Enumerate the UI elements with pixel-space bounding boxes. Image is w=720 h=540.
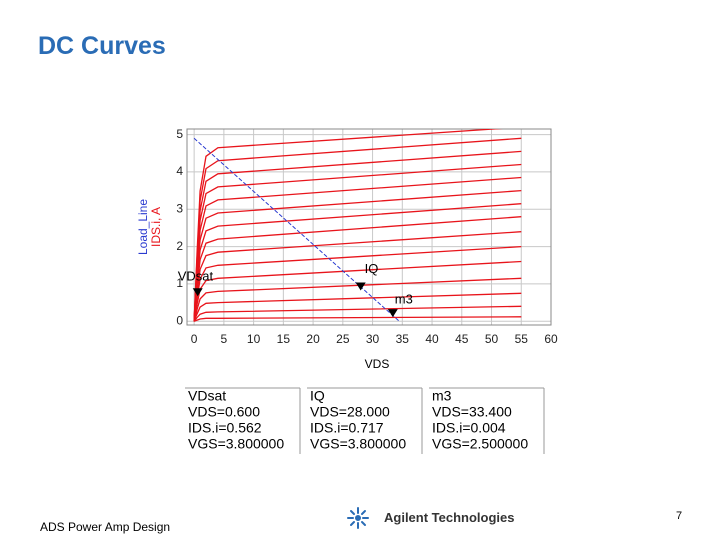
x-tick-label: 55 <box>515 332 529 346</box>
y-tick-label: 2 <box>176 239 183 253</box>
marker-label: VDsat <box>178 269 214 284</box>
readout-line: IDS.i=0.717 <box>310 420 384 436</box>
x-tick-label: 45 <box>455 332 469 346</box>
x-tick-label: 5 <box>221 332 228 346</box>
x-tick-label: 20 <box>306 332 320 346</box>
x-tick-label: 30 <box>366 332 380 346</box>
readout-title: m3 <box>432 388 452 404</box>
marker <box>355 282 366 291</box>
x-tick-label: 50 <box>485 332 499 346</box>
iv-curve <box>193 260 522 322</box>
readout-line: VGS=3.800000 <box>310 436 406 452</box>
marker-label: IQ <box>365 261 379 276</box>
y-axis-label: Load_Line <box>136 199 150 255</box>
footer: ADS Power Amp Design <box>40 520 171 534</box>
readout-line: VDS=28.000 <box>310 404 390 420</box>
iv-curve <box>193 203 522 322</box>
iv-curve <box>193 216 522 322</box>
page-number: 7 <box>676 510 683 522</box>
y-tick-label: 3 <box>176 201 183 215</box>
iv-curve <box>193 137 522 322</box>
readout-line: VGS=3.800000 <box>188 436 284 452</box>
x-tick-label: 0 <box>191 332 198 346</box>
readout-line: VDS=0.600 <box>188 404 260 420</box>
y-tick-label: 4 <box>176 164 183 178</box>
slide-title: DC Curves <box>38 32 166 60</box>
x-tick-label: 10 <box>247 332 261 346</box>
y-axis-label: IDS.i, A <box>149 207 163 247</box>
logo-text: Agilent Technologies <box>384 510 515 525</box>
x-tick-label: 40 <box>425 332 439 346</box>
y-tick-label: 5 <box>176 127 183 141</box>
iv-curve <box>193 305 522 322</box>
iv-curve <box>193 245 522 322</box>
x-tick-label: 25 <box>336 332 350 346</box>
readout-title: IQ <box>310 388 325 404</box>
marker <box>387 309 398 318</box>
marker <box>192 288 203 297</box>
iv-curve <box>193 292 522 322</box>
x-axis-label: VDS <box>365 357 390 371</box>
x-tick-label: 15 <box>277 332 291 346</box>
load-line <box>193 137 400 322</box>
iv-curve <box>193 277 522 322</box>
readout-line: VDS=33.400 <box>432 404 512 420</box>
y-tick-label: 0 <box>176 313 183 327</box>
y-tick-label: 1 <box>176 276 183 290</box>
readout-line: IDS.i=0.562 <box>188 420 262 436</box>
iv-curve <box>193 316 522 322</box>
plot-frame <box>186 128 552 326</box>
marker-label: m3 <box>395 292 413 307</box>
x-tick-label: 35 <box>396 332 410 346</box>
readout-title: VDsat <box>188 388 226 404</box>
readout-line: IDS.i=0.004 <box>432 420 506 436</box>
logo-icon <box>347 507 369 529</box>
x-tick-label: 60 <box>544 332 558 346</box>
readout-line: VGS=2.500000 <box>432 436 528 452</box>
